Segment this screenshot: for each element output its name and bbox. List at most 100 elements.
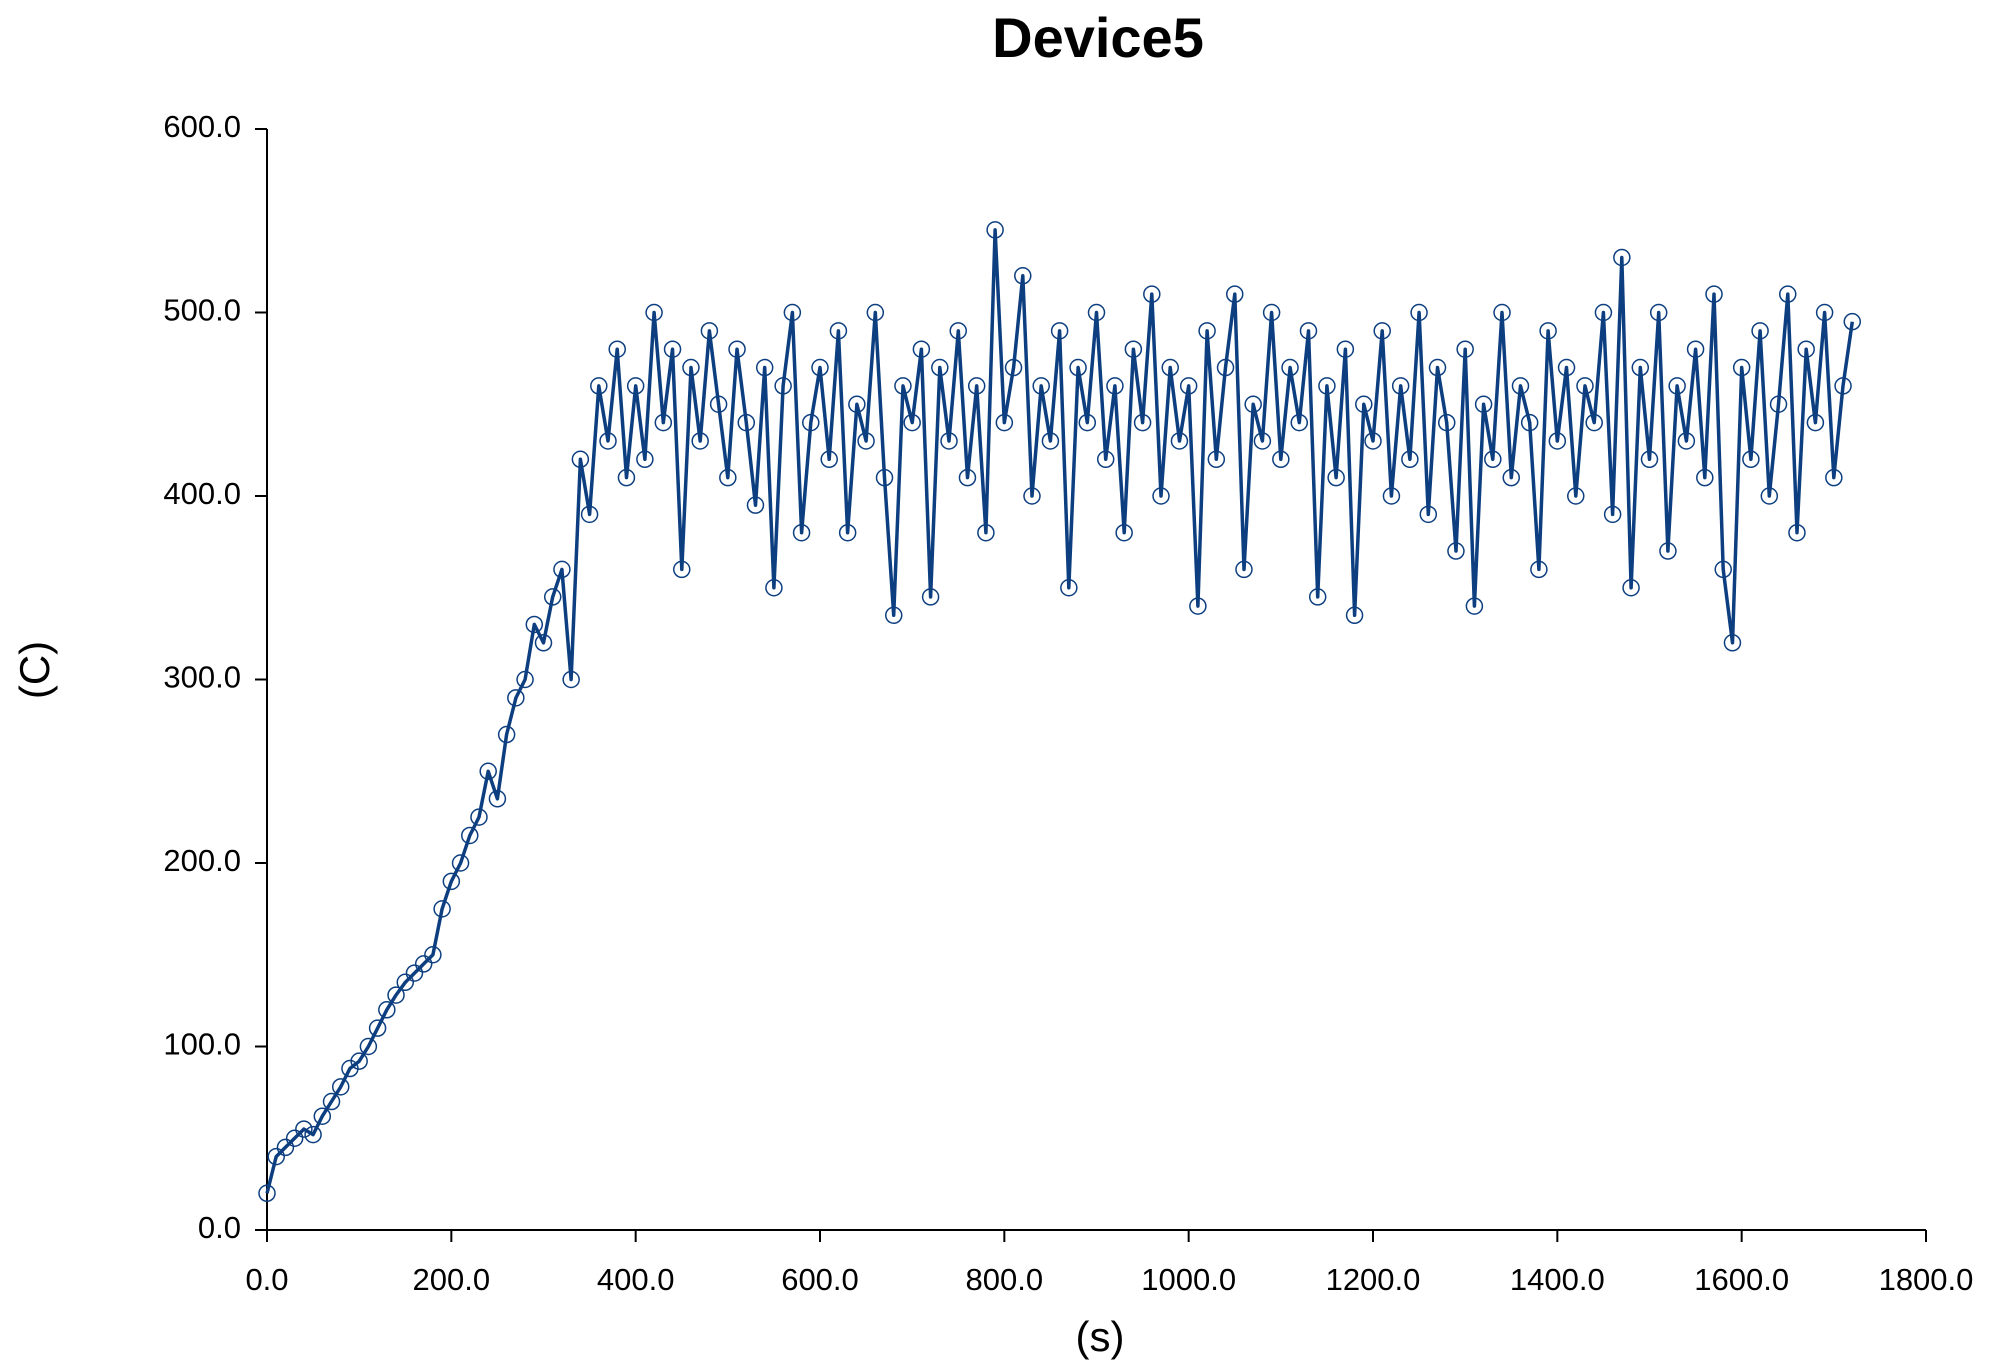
y-tick-label: 400.0 [163, 476, 241, 511]
data-point [267, 1147, 285, 1166]
data-point [1262, 303, 1281, 322]
data-point [673, 560, 691, 579]
data-point [470, 808, 488, 826]
data-point [1106, 377, 1124, 395]
data-point [1419, 505, 1438, 524]
data-point [857, 432, 875, 450]
data-point [1318, 377, 1336, 395]
data-point [1069, 358, 1087, 377]
data-point [1041, 432, 1060, 450]
data-point [755, 358, 774, 377]
data-point [304, 1125, 322, 1144]
data-point [1585, 413, 1603, 432]
data-point [811, 358, 829, 377]
data-point [912, 340, 931, 358]
data-point [1115, 523, 1133, 542]
x-tick-label: 800.0 [966, 1262, 1044, 1297]
data-point [405, 964, 424, 982]
data-point [451, 854, 470, 872]
data-point [1198, 322, 1216, 340]
data-point [1484, 450, 1502, 469]
data-point [1133, 413, 1152, 432]
data-point [433, 900, 451, 918]
x-tick-label: 600.0 [781, 1262, 859, 1297]
data-point [507, 689, 525, 707]
data-point [820, 450, 838, 469]
data-point [1253, 432, 1272, 450]
data-point [590, 377, 608, 395]
data-point [1032, 377, 1050, 395]
data-point [1705, 285, 1723, 303]
data-point [359, 1037, 378, 1056]
data-point [1281, 358, 1299, 377]
data-point [1603, 505, 1622, 524]
data-point [1364, 432, 1382, 450]
data-point [1557, 358, 1576, 377]
data-point [1124, 340, 1143, 358]
data-point [1825, 468, 1843, 487]
data-point [1834, 377, 1852, 395]
y-axis-label: (C) [11, 641, 58, 699]
data-point [1004, 358, 1023, 377]
data-point [479, 762, 497, 780]
data-point [1530, 560, 1548, 579]
data-point [1613, 248, 1631, 267]
data-point [802, 413, 820, 432]
x-tick-label: 200.0 [413, 1262, 491, 1297]
data-point [258, 1184, 276, 1203]
series-line [265, 228, 1855, 1194]
data-point [663, 340, 682, 358]
x-tick-label: 0.0 [245, 1262, 288, 1297]
data-point [1815, 303, 1834, 322]
data-point [1843, 312, 1862, 331]
data-point [1714, 560, 1732, 579]
data-point [276, 1138, 295, 1157]
data-point [682, 358, 700, 377]
data-point [1060, 579, 1078, 597]
data-point [848, 395, 866, 413]
data-point [1235, 560, 1253, 579]
data-point [1677, 432, 1696, 450]
data-point [1382, 487, 1401, 505]
data-point [636, 450, 654, 469]
data-point [746, 496, 765, 514]
y-tick-label: 600.0 [163, 109, 241, 144]
data-point [1760, 487, 1779, 505]
data-point [1096, 450, 1115, 469]
data-point [884, 606, 903, 625]
data-point [571, 450, 590, 469]
data-point [1732, 358, 1751, 377]
data-point [1806, 413, 1825, 432]
data-point [331, 1078, 350, 1096]
data-point [1751, 322, 1769, 340]
x-axis-label: (s) [1076, 1313, 1125, 1360]
data-point [875, 468, 894, 487]
data-point [1659, 542, 1677, 560]
data-point [1272, 450, 1290, 469]
data-point [1087, 303, 1106, 322]
data-point [1779, 285, 1797, 303]
data-point [894, 377, 912, 395]
data-point [1769, 395, 1788, 413]
x-tick-label: 1400.0 [1510, 1262, 1605, 1297]
data-point [654, 413, 673, 432]
data-point [1207, 450, 1226, 469]
data-point [1539, 322, 1557, 340]
data-point [1401, 450, 1419, 469]
data-point [1428, 358, 1447, 377]
data-point [424, 946, 442, 964]
data-point [1567, 487, 1585, 505]
data-point [1576, 377, 1594, 395]
data-point [1299, 322, 1318, 340]
data-point [580, 505, 599, 524]
data-point [645, 303, 663, 322]
data-point [396, 973, 414, 992]
data-point [461, 826, 479, 845]
x-tick-label: 400.0 [597, 1262, 675, 1297]
data-point [949, 322, 967, 340]
data-point [1170, 432, 1189, 450]
data-point [838, 523, 857, 542]
data-point [608, 340, 626, 358]
data-point [617, 468, 636, 487]
